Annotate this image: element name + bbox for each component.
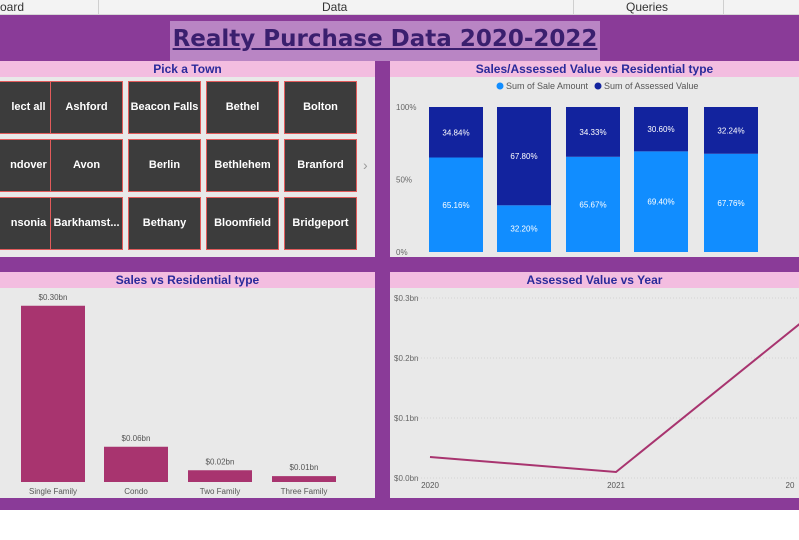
- chart-header-sales-residential: Sales vs Residential type: [0, 272, 375, 288]
- legend-label: Sum of Sale Amount: [506, 81, 589, 91]
- data-label: 34.84%: [442, 128, 469, 137]
- x-tick-label: 20: [786, 481, 795, 490]
- bar-sale-amount: [634, 151, 688, 252]
- data-label: 67.80%: [510, 152, 537, 161]
- assessed-value-line: [429, 323, 799, 474]
- y-tick-label: 0%: [396, 248, 408, 257]
- sales-residential-chart-panel: Sales vs Residential type $0.30bn Single …: [0, 272, 375, 498]
- tab-separator: [723, 0, 724, 14]
- data-label: 65.67%: [579, 200, 606, 209]
- sales-assessed-chart-panel: Sales/Assessed Value vs Residential type…: [390, 61, 799, 257]
- x-tick-label: Two Family: [200, 487, 240, 496]
- town-button[interactable]: Ashford: [50, 81, 123, 134]
- bar-assessed-value: [704, 107, 758, 154]
- sales-residential-chart: $0.30bn Single Family $0.06bn Condo $0.02bn T…: [21, 293, 336, 496]
- data-label: 69.40%: [647, 198, 674, 207]
- x-tick-label: 2021: [607, 481, 625, 490]
- report-title: Realty Purchase Data 2020-2022: [172, 26, 598, 52]
- town-button[interactable]: Bethlehem: [206, 139, 279, 192]
- bar-assessed-value: [634, 107, 688, 152]
- slicer-header: Pick a Town: [0, 61, 375, 77]
- town-button[interactable]: Bethany: [128, 197, 201, 250]
- town-slicer-panel: Pick a Town lect all Ashford Beacon Falls B…: [0, 61, 375, 257]
- tab-separator: [573, 0, 574, 14]
- y-tick-label: 50%: [396, 176, 412, 185]
- y-tick-label: $0.2bn: [394, 354, 418, 363]
- bar-sales: [272, 476, 336, 482]
- bar-assessed-value: [566, 107, 620, 157]
- bar-sales: [104, 446, 168, 482]
- chevron-right-icon[interactable]: ›: [363, 157, 368, 173]
- y-tick-label: $0.3bn: [394, 294, 418, 303]
- y-tick-label: 100%: [396, 103, 416, 112]
- bar-sales: [21, 305, 85, 482]
- town-button[interactable]: Berlin: [128, 139, 201, 192]
- tab-separator: [98, 0, 99, 14]
- bar-sale-amount: [429, 157, 483, 252]
- tab-data[interactable]: Data: [322, 0, 348, 14]
- y-tick-label: $0.1bn: [394, 414, 418, 423]
- title-box: Realty Purchase Data 2020-2022: [170, 21, 600, 61]
- town-button[interactable]: Beacon Falls: [128, 81, 201, 134]
- data-label: $0.30bn: [39, 293, 68, 302]
- town-button[interactable]: Bridgeport: [284, 197, 357, 250]
- assessed-year-chart-panel: Assessed Value vs Year $0.3bn $0.2bn $0.1b…: [390, 272, 799, 498]
- data-label: 67.76%: [717, 199, 744, 208]
- top-tab-bar: oard Data Queries: [0, 0, 799, 15]
- sales-assessed-chart: Sum of Sale Amount Sum of Assessed Value 1…: [396, 81, 758, 257]
- data-label: $0.02bn: [206, 457, 235, 466]
- legend-swatch: [496, 82, 504, 90]
- report-canvas: Realty Purchase Data 2020-2022 Pick a To…: [0, 15, 799, 510]
- town-button[interactable]: Bethel: [206, 81, 279, 134]
- y-tick-label: $0.0bn: [394, 474, 418, 483]
- data-label: 34.33%: [579, 128, 606, 137]
- data-label: 65.16%: [442, 201, 469, 210]
- x-tick-label: Single Family: [29, 487, 77, 496]
- data-label: 32.24%: [717, 126, 744, 135]
- bar-sales: [188, 470, 252, 482]
- data-label: $0.01bn: [290, 463, 319, 472]
- bottom-blank-area: [0, 510, 799, 540]
- bar-sale-amount: [497, 205, 551, 252]
- town-button[interactable]: Branford: [284, 139, 357, 192]
- bar-sale-amount: [566, 156, 620, 252]
- chart-header-sales-assessed: Sales/Assessed Value vs Residential type: [390, 61, 799, 77]
- bar-assessed-value: [497, 107, 551, 206]
- town-button[interactable]: Avon: [50, 139, 123, 192]
- bar-assessed-value: [429, 107, 483, 158]
- town-button[interactable]: Barkhamst...: [50, 197, 123, 250]
- x-tick-label: Three Family: [281, 487, 328, 496]
- legend-label: Sum of Assessed Value: [604, 81, 698, 91]
- data-label: 32.20%: [510, 225, 537, 234]
- data-label: 30.60%: [647, 125, 674, 134]
- data-label: $0.06bn: [122, 434, 151, 443]
- chart-header-assessed-year: Assessed Value vs Year: [390, 272, 799, 288]
- x-tick-label: Condo: [124, 487, 148, 496]
- tab-queries[interactable]: Queries: [626, 0, 669, 14]
- town-button[interactable]: Bolton: [284, 81, 357, 134]
- tab-dashboard[interactable]: oard: [0, 0, 25, 14]
- bar-sale-amount: [704, 153, 758, 252]
- legend-swatch: [594, 82, 602, 90]
- x-tick-label: 2020: [421, 481, 439, 490]
- town-button[interactable]: Bloomfield: [206, 197, 279, 250]
